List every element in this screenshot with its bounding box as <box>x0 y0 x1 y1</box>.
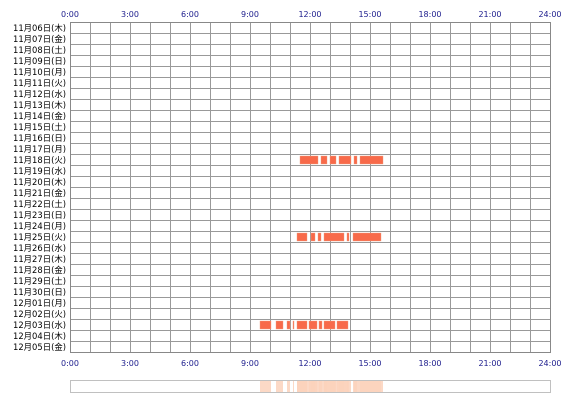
activity-bar <box>329 155 337 165</box>
date-label: 11月18日(火) <box>13 155 66 165</box>
date-label: 12月05日(金) <box>13 342 66 352</box>
summary-segment <box>337 381 348 392</box>
date-label: 11月27日(木) <box>13 254 66 264</box>
x-tick-label: 15:00 <box>358 10 381 19</box>
activity-bar <box>336 320 349 330</box>
activity-bar <box>296 232 308 242</box>
activity-bars <box>259 155 384 330</box>
activity-bar <box>353 155 358 165</box>
activity-bar <box>346 232 350 242</box>
summary-segment <box>319 381 322 392</box>
x-tick-label: 24:00 <box>538 10 561 19</box>
activity-bar <box>308 320 318 330</box>
date-label: 11月19日(水) <box>13 166 66 176</box>
summary-strip <box>70 380 551 393</box>
x-tick-label: 3:00 <box>121 10 139 19</box>
plot-frame <box>70 22 551 353</box>
date-label: 11月11日(火) <box>13 78 66 88</box>
x-tick-label: 18:00 <box>418 359 441 368</box>
date-label: 11月21日(金) <box>13 188 66 198</box>
activity-bar <box>352 232 382 242</box>
x-axis-top: 0:00 3:00 6:00 9:00 12:00 15:00 18:00 21:00 24:0… <box>61 10 562 19</box>
date-label: 11月10日(月) <box>13 67 66 77</box>
activity-bar <box>323 232 345 242</box>
date-label: 11月12日(水) <box>13 89 66 99</box>
date-label: 11月16日(日) <box>13 133 66 143</box>
summary-segment <box>324 381 335 392</box>
date-label: 12月04日(木) <box>13 331 66 341</box>
date-label: 11月15日(土) <box>13 122 66 132</box>
activity-bar <box>310 232 316 242</box>
date-label: 11月14日(金) <box>13 111 66 121</box>
activity-bar <box>259 320 272 330</box>
summary-segment <box>297 381 307 392</box>
x-tick-label: 6:00 <box>181 10 199 19</box>
x-tick-label: 6:00 <box>181 359 199 368</box>
date-label: 11月25日(火) <box>13 232 66 242</box>
x-tick-label: 12:00 <box>298 10 321 19</box>
date-label: 11月22日(土) <box>13 199 66 209</box>
activity-bar <box>299 155 319 165</box>
activity-bar <box>275 320 284 330</box>
x-tick-label: 21:00 <box>478 10 501 19</box>
date-label: 11月09日(日) <box>13 56 66 66</box>
date-label: 11月24日(月) <box>13 221 66 231</box>
activity-bar <box>296 320 308 330</box>
activity-bar <box>317 232 322 242</box>
date-label: 11月08日(土) <box>13 45 66 55</box>
x-tick-label: 9:00 <box>241 359 259 368</box>
activity-bar <box>292 320 295 330</box>
x-tick-label: 15:00 <box>358 359 381 368</box>
date-label: 11月23日(日) <box>13 210 66 220</box>
x-axis-bottom: 0:00 3:00 6:00 9:00 12:00 15:00 18:00 21:00 24:0… <box>61 359 562 368</box>
date-label: 11月29日(土) <box>13 276 66 286</box>
date-label: 11月28日(金) <box>13 265 66 275</box>
summary-segment <box>293 381 294 392</box>
summary-segment <box>276 381 283 392</box>
x-tick-label: 24:00 <box>538 359 561 368</box>
activity-bar <box>359 155 384 165</box>
activity-bar <box>286 320 291 330</box>
summary-segment <box>309 381 317 392</box>
y-axis-dates: 11月06日(木)11月07日(金)11月08日(土)11月09日(日)11月1… <box>13 23 66 352</box>
x-tick-label: 9:00 <box>241 10 259 19</box>
x-tick-label: 12:00 <box>298 359 321 368</box>
activity-bar <box>318 320 323 330</box>
date-label: 11月30日(日) <box>13 287 66 297</box>
date-label: 11月07日(金) <box>13 34 66 44</box>
horizontal-gridlines <box>70 22 550 353</box>
date-label: 11月20日(木) <box>13 177 66 187</box>
date-label: 11月13日(木) <box>13 100 66 110</box>
date-label: 12月01日(月) <box>13 298 66 308</box>
date-label: 12月02日(火) <box>13 309 66 319</box>
x-tick-label: 3:00 <box>121 359 139 368</box>
date-label: 12月03日(水) <box>13 320 66 330</box>
summary-segment <box>353 381 381 392</box>
x-tick-label: 0:00 <box>61 10 79 19</box>
x-tick-label: 21:00 <box>478 359 501 368</box>
x-tick-label: 0:00 <box>61 359 79 368</box>
summary-segment <box>287 381 290 392</box>
date-label: 11月17日(月) <box>13 144 66 154</box>
summary-segment <box>260 381 271 392</box>
date-label: 11月26日(水) <box>13 243 66 253</box>
activity-bar <box>338 155 352 165</box>
activity-bar <box>320 155 328 165</box>
date-label: 11月06日(木) <box>13 23 66 33</box>
activity-bar <box>323 320 336 330</box>
x-tick-label: 18:00 <box>418 10 441 19</box>
